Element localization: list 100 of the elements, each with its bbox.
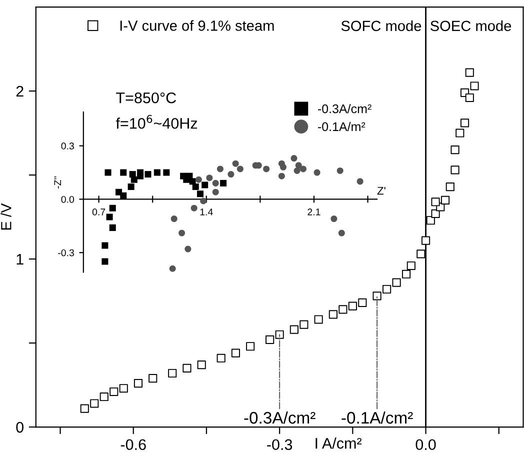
point (450, 166, 460, 174)
point (416, 250, 426, 258)
point (184, 246, 192, 252)
point (80, 404, 89, 413)
legend-label: -0.3A/cm² (318, 104, 372, 114)
point (348, 302, 357, 310)
point (148, 374, 158, 383)
x-tick-label: -0.6 (120, 439, 146, 450)
point (182, 364, 192, 372)
annotation: SOFC mode (341, 20, 422, 32)
x-axis-title: Z' (377, 186, 386, 195)
point (232, 160, 239, 167)
point (197, 360, 206, 370)
point (169, 265, 176, 272)
point (120, 169, 127, 176)
point (290, 155, 298, 162)
point (300, 320, 308, 329)
point (154, 169, 160, 176)
annotation: -0.1A/cm² (342, 411, 413, 424)
point (163, 169, 170, 176)
point (216, 354, 226, 362)
point (228, 171, 234, 178)
point (110, 387, 118, 396)
point (106, 214, 113, 220)
point (102, 242, 108, 249)
y-tick-label: -0.3 (58, 249, 74, 256)
point (358, 298, 367, 307)
point (421, 236, 430, 245)
annotation: f=10$^{6}$~40Hz (116, 114, 198, 129)
legend-label: -0.1A/m² (318, 122, 366, 132)
point (195, 176, 202, 183)
point (338, 305, 348, 314)
annotation: SOEC mode (430, 20, 512, 32)
point (382, 284, 392, 294)
point (372, 292, 382, 300)
point (236, 166, 244, 172)
x-tick-label: 0.7 (92, 208, 106, 216)
y-tick-label: 2 (16, 86, 24, 97)
point (314, 169, 320, 176)
point (294, 167, 300, 174)
point (196, 190, 204, 198)
point (450, 146, 460, 154)
point (278, 172, 285, 180)
point (120, 192, 127, 199)
point (212, 180, 219, 186)
y-axis-title: -Z'' (54, 176, 61, 188)
point (231, 348, 240, 358)
point (280, 164, 286, 170)
point (102, 258, 108, 265)
point (90, 399, 99, 408)
point (200, 198, 207, 204)
point (168, 368, 177, 378)
annotation: T=850°C (116, 92, 176, 104)
point (109, 224, 116, 231)
point (263, 166, 270, 172)
point (465, 93, 474, 102)
point (109, 204, 116, 212)
point (128, 183, 134, 190)
point (470, 82, 479, 90)
point (216, 166, 224, 172)
point (314, 315, 323, 324)
point (266, 335, 274, 344)
point (134, 379, 143, 388)
legend-label: I-V curve of 9.1% steam (120, 20, 274, 31)
point (456, 128, 464, 138)
point (431, 209, 440, 218)
point (402, 270, 411, 278)
point (212, 188, 219, 196)
x-tick-label: -0.3 (267, 439, 292, 450)
y-tick-label: 0 (16, 422, 24, 433)
point (431, 198, 440, 206)
point (300, 166, 306, 172)
point (446, 182, 454, 192)
point (192, 183, 199, 190)
point (440, 196, 450, 205)
point (178, 230, 186, 236)
point (246, 342, 255, 351)
point (275, 330, 284, 339)
y-tick-label: 1 (16, 254, 24, 265)
point (130, 176, 138, 183)
annotation: -0.3A/cm² (244, 411, 316, 424)
x-tick-label: 0.0 (416, 439, 436, 450)
point (119, 384, 128, 393)
x-axis-title: I A/cm² (316, 438, 362, 449)
point (290, 325, 298, 334)
point (328, 310, 338, 319)
point (170, 216, 178, 222)
point (330, 216, 338, 222)
point (202, 182, 208, 188)
point (137, 172, 144, 180)
point (104, 169, 112, 176)
point (338, 230, 345, 236)
point (220, 180, 227, 186)
point (392, 278, 401, 287)
point (206, 174, 213, 182)
point (190, 204, 198, 212)
point (406, 261, 416, 270)
point (460, 118, 470, 128)
x-tick-label: 2.1 (308, 208, 320, 216)
y-axis-title: E /V (0, 203, 12, 230)
